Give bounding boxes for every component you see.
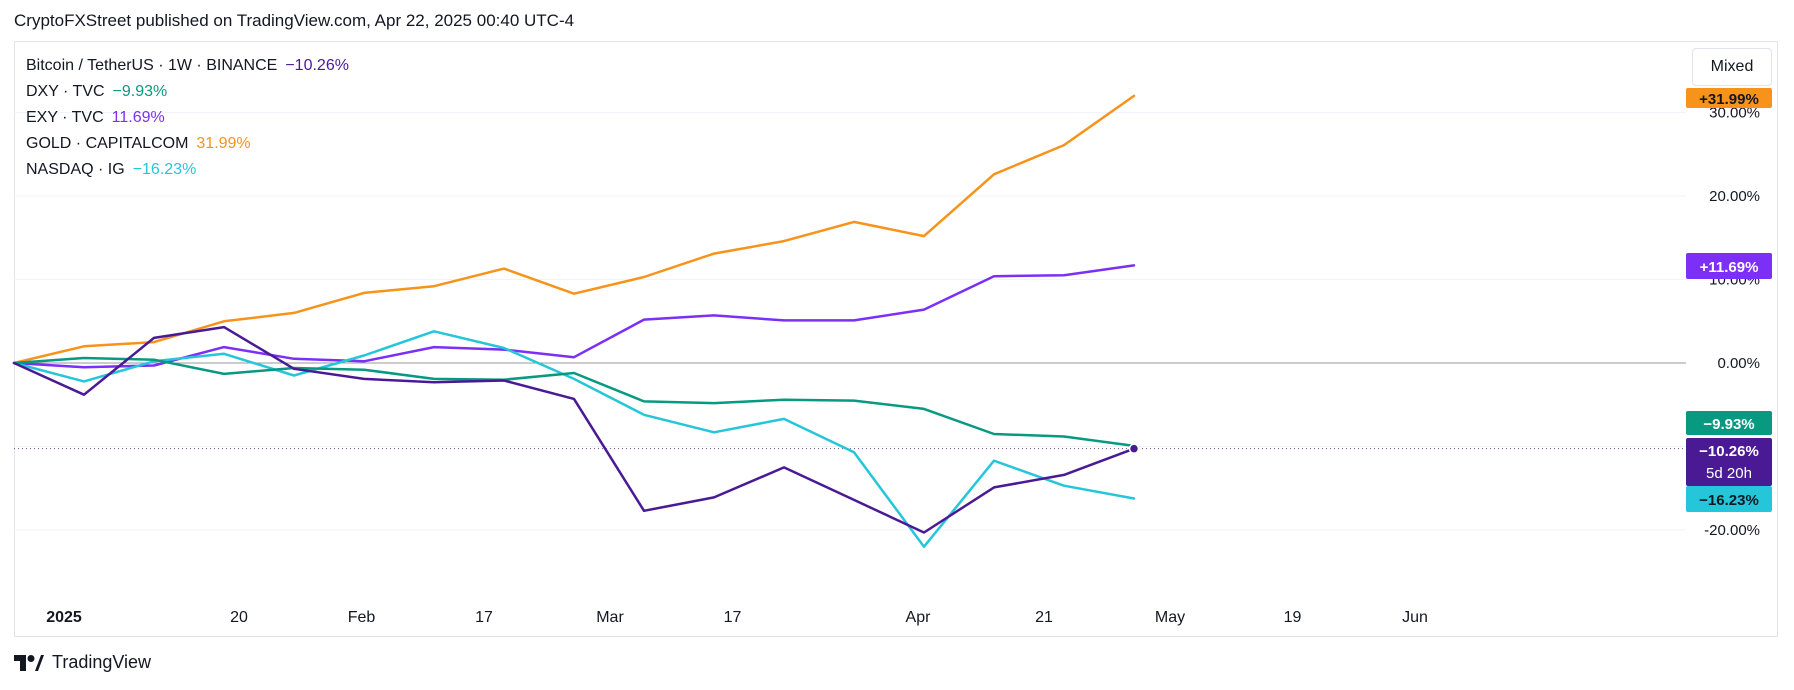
tradingview-logo-icon xyxy=(14,654,44,671)
price-tag-dxy xyxy=(1686,411,1772,435)
price-label-layer: +31.99% +11.69% −9.93% −10.26% 5d 20h −16.23% xyxy=(1686,88,1772,512)
x-tick-label: 20 xyxy=(230,609,248,626)
legend-value: 31.99% xyxy=(196,135,251,152)
y-tick-label: 30.00% xyxy=(1709,105,1760,122)
legend-name: EXY · TVC xyxy=(26,109,104,126)
price-tag-gold xyxy=(1686,88,1772,108)
series-line-dxy xyxy=(12,356,1136,448)
scale-mode-button[interactable]: Mixed xyxy=(1692,48,1772,86)
legend-value: −16.23% xyxy=(132,161,197,178)
legend-name: NASDAQ · IG xyxy=(26,161,125,178)
legend-name: Bitcoin / TetherUS · 1W · BINANCE xyxy=(26,57,278,74)
publisher-header: CryptoFXStreet published on TradingView.… xyxy=(14,11,575,30)
legend-value: −9.93% xyxy=(112,83,168,100)
last-point-marker xyxy=(1128,443,1140,454)
grid-layer xyxy=(14,112,1686,531)
price-tag-exy xyxy=(1686,253,1772,279)
legend-row-btc[interactable]: Bitcoin / TetherUS · 1W · BINANCE −10.26% xyxy=(26,53,349,79)
y-tick-label: 0.00% xyxy=(1717,355,1760,372)
x-tick-label: May xyxy=(1155,609,1185,626)
y-tick-label: 20.00% xyxy=(1709,188,1760,205)
legend-row-gold[interactable]: GOLD · CAPITALCOM 31.99% xyxy=(26,131,349,157)
brand-name: TradingView xyxy=(52,652,152,672)
x-tick-label: Mar xyxy=(596,609,624,626)
price-tag-text-exy: +11.69% xyxy=(1700,259,1759,276)
y-tick-label: -20.00% xyxy=(1704,522,1760,539)
legend-name: GOLD · CAPITALCOM xyxy=(26,135,189,152)
x-tick-label: 21 xyxy=(1035,609,1053,626)
legend-name: DXY · TVC xyxy=(26,83,105,100)
series-line-exy xyxy=(12,264,1136,369)
series-line-nasdaq xyxy=(12,330,1136,548)
price-tag-nasdaq xyxy=(1686,486,1772,512)
price-tag-text-gold: +31.99% xyxy=(1699,91,1759,108)
x-tick-label: Feb xyxy=(348,609,376,626)
legend-row-dxy[interactable]: DXY · TVC −9.93% xyxy=(26,79,349,105)
x-tick-label: Jun xyxy=(1402,609,1428,626)
price-tag-text-dxy: −9.93% xyxy=(1703,416,1754,433)
legend-value: −10.26% xyxy=(285,57,349,74)
x-tick-label: 17 xyxy=(475,609,493,626)
countdown-label: 5d 20h xyxy=(1706,465,1752,482)
legend-row-nasdaq[interactable]: NASDAQ · IG −16.23% xyxy=(26,157,349,183)
price-tag-text-btc: −10.26% xyxy=(1699,443,1759,460)
chart-legend: Bitcoin / TetherUS · 1W · BINANCE −10.26%… xyxy=(26,53,349,183)
x-tick-label: 17 xyxy=(724,609,742,626)
x-tick-label: Apr xyxy=(906,609,932,626)
series-layer xyxy=(12,94,1140,548)
price-tag-text-nasdaq: −16.23% xyxy=(1699,492,1759,509)
x-tick-label: 19 xyxy=(1284,609,1302,626)
chart-frame xyxy=(14,41,1778,637)
price-tag-btc xyxy=(1686,438,1772,486)
x-tick-label: 2025 xyxy=(46,609,82,626)
legend-value: 11.69% xyxy=(111,109,165,126)
legend-row-exy[interactable]: EXY · TVC 11.69% xyxy=(26,105,349,131)
footer-brand[interactable]: TradingView xyxy=(14,652,151,673)
